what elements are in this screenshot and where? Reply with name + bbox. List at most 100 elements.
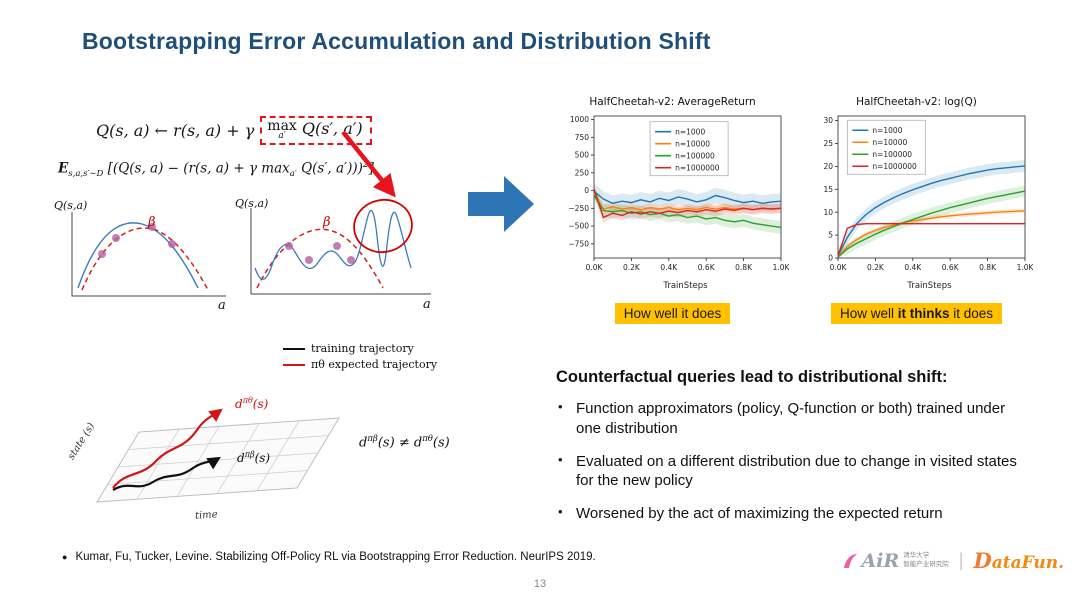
q-axis-label: Q(s,a) bbox=[54, 199, 87, 212]
svg-text:n=1000: n=1000 bbox=[872, 126, 902, 135]
data-point bbox=[168, 240, 176, 248]
distribution-mismatch-formula: dπβ(s) ≠ dπθ(s) bbox=[359, 434, 450, 451]
explanation-heading: Counterfactual queries lead to distribut… bbox=[556, 368, 948, 386]
d-pi-beta-label: dπβ(s) bbox=[237, 450, 271, 465]
svg-text:0.8K: 0.8K bbox=[735, 263, 753, 272]
svg-text:0.4K: 0.4K bbox=[904, 263, 922, 272]
loss-max-sub: a′ bbox=[289, 169, 297, 180]
right-arrow-icon bbox=[468, 176, 534, 232]
bullet-icon: • bbox=[558, 451, 563, 467]
svg-text:1.0K: 1.0K bbox=[1017, 263, 1033, 272]
svg-text:0.0K: 0.0K bbox=[586, 263, 604, 272]
chart-log-q-plot: 0 5 10 15 20 25 30 0.0K 0.2K 0.4K 0.6K 0.8K 1.0K n=10… bbox=[800, 110, 1034, 283]
page-number: 13 bbox=[533, 578, 547, 590]
svg-text:750: 750 bbox=[575, 133, 590, 142]
bullet-item: • Worsened by the act of maximizing the … bbox=[558, 504, 943, 523]
svg-text:n=10000: n=10000 bbox=[675, 139, 710, 148]
svg-text:0: 0 bbox=[584, 186, 589, 195]
trajectory-3d-sketch: training trajectory πθ expected trajecto… bbox=[65, 338, 475, 528]
bullet-item: • Evaluated on a different distribution … bbox=[558, 451, 1017, 490]
page-title: Bootstrapping Error Accumulation and Dis… bbox=[82, 28, 711, 54]
air-chinese-text: 清华大学 智能产业研究院 bbox=[903, 552, 949, 568]
chart-log-q: HalfCheetah-v2: log(Q) 0 5 10 15 20 25 30 0.0K 0… bbox=[800, 96, 1034, 324]
svg-text:n=1000000: n=1000000 bbox=[675, 163, 720, 172]
reference-footnote: ● Kumar, Fu, Tucker, Levine. Stabilizing… bbox=[62, 551, 596, 563]
action-axis-label: a bbox=[218, 298, 226, 313]
q-function-sketch-right: Q(s,a) β a bbox=[233, 196, 438, 316]
svg-text:0.6K: 0.6K bbox=[942, 263, 960, 272]
data-point bbox=[98, 250, 106, 258]
error-spike-circle bbox=[353, 198, 413, 254]
svg-text:n=1000000: n=1000000 bbox=[872, 162, 917, 171]
svg-text:15: 15 bbox=[823, 185, 833, 194]
legend-training-trajectory: training trajectory bbox=[311, 342, 414, 355]
q-estimate-curve bbox=[77, 222, 199, 289]
bullet-item: • Function approximators (policy, Q-func… bbox=[558, 399, 1006, 437]
explanation-panel: Counterfactual queries lead to distribut… bbox=[556, 368, 1050, 537]
data-point bbox=[285, 242, 293, 250]
chart-average-return: HalfCheetah-v2: AverageReturn 1000 750 500… bbox=[556, 96, 790, 324]
black-line-icon bbox=[283, 347, 305, 350]
caption-how-well-it-thinks: How well it thinks it does bbox=[830, 303, 1003, 324]
beta-label: β bbox=[147, 215, 156, 230]
q-estimate-curve-with-spikes bbox=[254, 209, 412, 280]
bellman-loss-equation: Es,a,s′∼D [(Q(s, a) − (r(s, a) + γ maxa′… bbox=[58, 160, 374, 179]
trajectory-plot bbox=[96, 408, 340, 503]
svg-text:0.6K: 0.6K bbox=[698, 263, 716, 272]
datafun-logo: DataFun. bbox=[973, 548, 1064, 573]
chart-title: HalfCheetah-v2: log(Q) bbox=[856, 96, 977, 108]
beta-label: β bbox=[322, 215, 331, 230]
expected-trajectory-curve bbox=[112, 408, 223, 489]
axes bbox=[250, 208, 431, 295]
q-function-sketch-left: Q(s,a) β a bbox=[52, 198, 232, 316]
chart-average-return-plot: 1000 750 500 250 0 −250 −500 −750 0.0K 0.2K 0.4K 0.… bbox=[556, 110, 790, 283]
action-axis-label: a bbox=[423, 297, 431, 312]
training-trajectory-curve bbox=[112, 456, 221, 491]
loss-body: [(Q(s, a) − (r(s, a) + γ max bbox=[107, 160, 290, 177]
time-axis-label: time bbox=[194, 509, 218, 522]
equation-q-next: Q(s′, a′) bbox=[301, 119, 363, 138]
logo-bar: AiR 清华大学 智能产业研究院 | DataFun. bbox=[842, 548, 1064, 573]
equation-left: Q(s, a) ← r(s, a) + γ bbox=[96, 121, 255, 140]
svg-text:n=10000: n=10000 bbox=[872, 138, 907, 147]
svg-text:30: 30 bbox=[823, 116, 833, 125]
axes bbox=[71, 212, 226, 297]
data-point bbox=[333, 242, 341, 250]
svg-text:500: 500 bbox=[575, 151, 590, 160]
svg-text:1.0K: 1.0K bbox=[773, 263, 789, 272]
svg-text:0.2K: 0.2K bbox=[623, 263, 641, 272]
data-point bbox=[148, 223, 156, 231]
bellman-update-equation: Q(s, a) ← r(s, a) + γ max a′ Q(s′, a′) bbox=[96, 116, 372, 145]
trajectory-legend: training trajectory πθ expected trajecto… bbox=[283, 342, 437, 374]
svg-text:n=100000: n=100000 bbox=[675, 151, 715, 160]
svg-text:1000: 1000 bbox=[570, 115, 589, 124]
svg-text:0: 0 bbox=[828, 254, 833, 263]
max-operator: max a′ bbox=[267, 118, 297, 141]
svg-text:5: 5 bbox=[828, 231, 833, 240]
svg-text:0.2K: 0.2K bbox=[867, 263, 885, 272]
svg-text:−500: −500 bbox=[568, 222, 589, 231]
loss-tail: Q(s′, a′))) bbox=[296, 160, 363, 177]
red-line-icon bbox=[283, 363, 305, 366]
caption-how-well-it-does: How well it does bbox=[614, 303, 731, 324]
logo-separator: | bbox=[958, 550, 964, 570]
svg-text:250: 250 bbox=[575, 168, 590, 177]
air-swoosh-icon bbox=[843, 553, 857, 568]
q-axis-label: Q(s,a) bbox=[235, 197, 268, 210]
data-point bbox=[347, 256, 355, 264]
expectation-subscript: s,a,s′∼D bbox=[68, 169, 104, 180]
svg-text:n=1000: n=1000 bbox=[675, 127, 705, 136]
d-pi-theta-label: dπθ(s) bbox=[235, 396, 269, 411]
svg-text:−250: −250 bbox=[568, 204, 589, 213]
air-logo: AiR 清华大学 智能产业研究院 bbox=[842, 550, 949, 572]
svg-text:0.8K: 0.8K bbox=[979, 263, 997, 272]
chart-xlabel: TrainSteps bbox=[663, 281, 708, 291]
svg-text:0.0K: 0.0K bbox=[830, 263, 848, 272]
svg-text:25: 25 bbox=[823, 139, 833, 148]
behavior-policy-curve bbox=[256, 228, 384, 289]
behavior-policy-curve bbox=[81, 227, 209, 291]
chart-xlabel: TrainSteps bbox=[907, 281, 952, 291]
bullet-icon: ● bbox=[62, 552, 68, 562]
chart-title: HalfCheetah-v2: AverageReturn bbox=[589, 96, 756, 108]
loss-close: ] bbox=[368, 160, 374, 177]
